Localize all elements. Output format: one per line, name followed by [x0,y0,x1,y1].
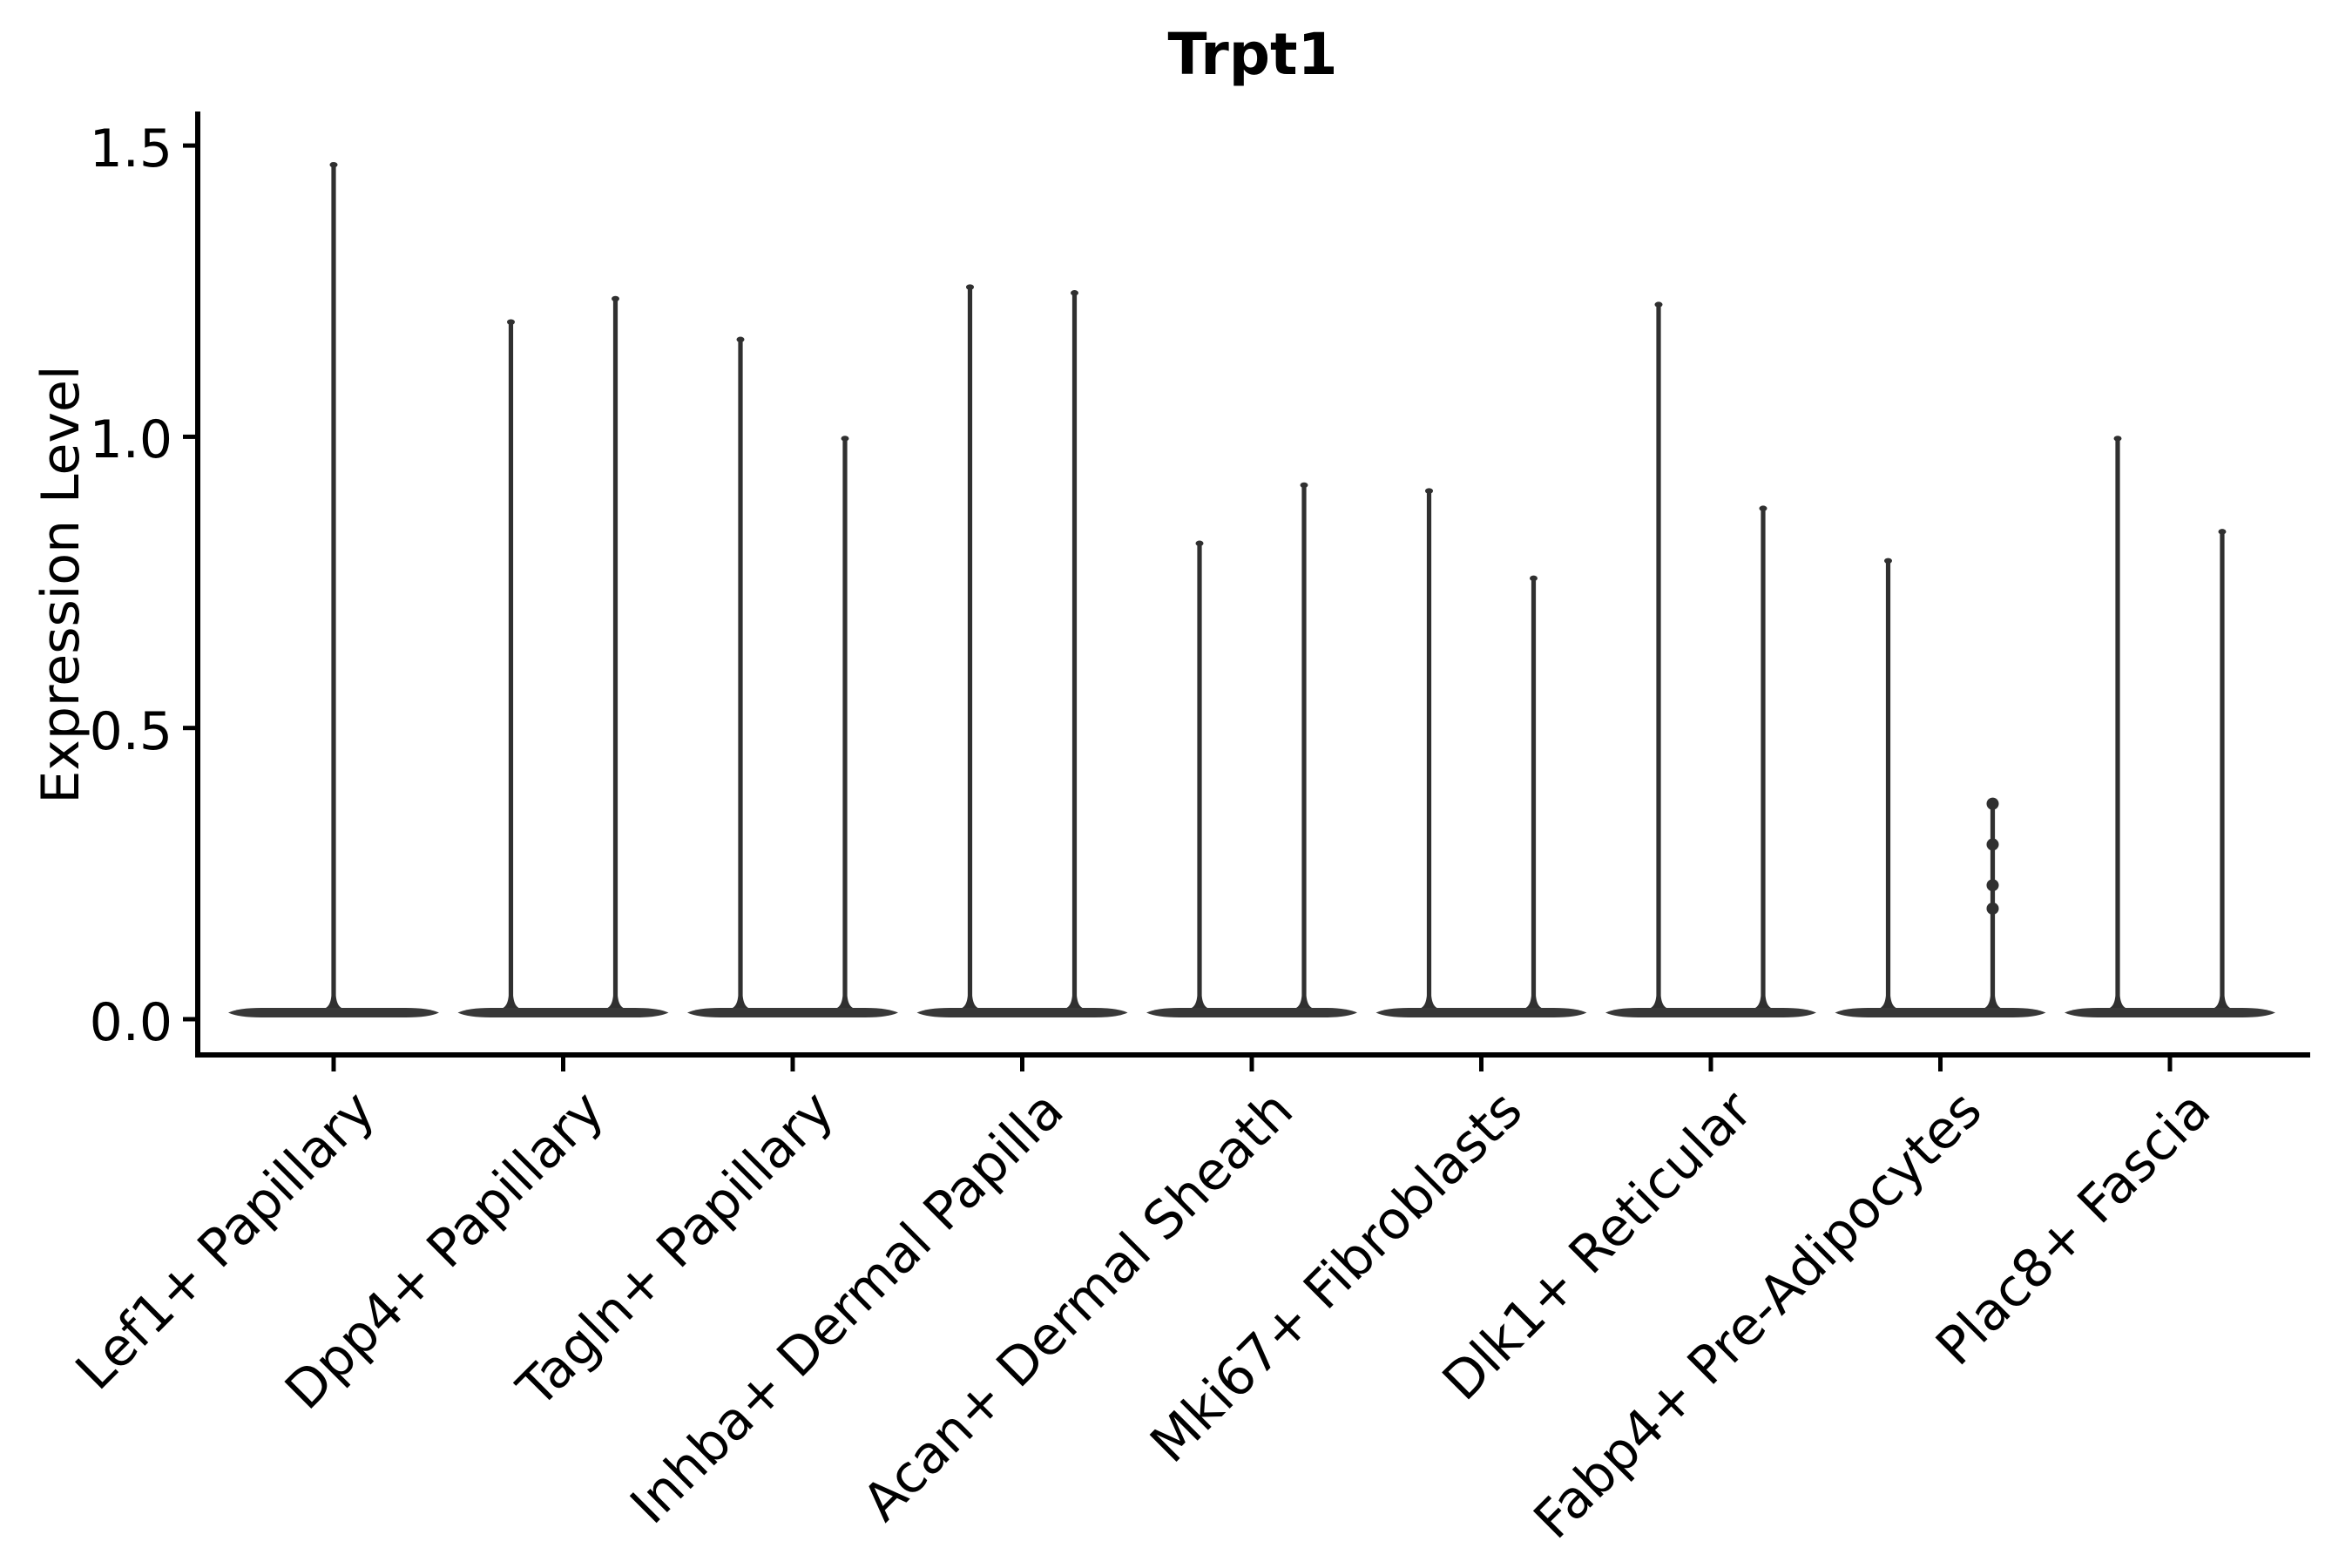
needle-cap [736,336,745,342]
violin-needle [2110,436,2126,1008]
needle-cap [1759,505,1767,511]
needle-cap [329,161,338,168]
needle-cap [1530,575,1538,582]
violin-needle [1066,291,1083,1008]
needle-cap [841,436,849,442]
violin-needle [326,163,341,1008]
needle-cap [1195,540,1204,546]
expression-dot [1986,879,1999,892]
needle-cap [2218,529,2227,535]
violin-needle [1296,483,1312,1008]
violin-needle [503,320,519,1008]
violin-base [1146,1008,1357,1017]
expression-dot [1986,838,1999,851]
y-tick-label: 1.0 [89,409,172,471]
violin-base [1605,1008,1816,1017]
needle-cap [1884,558,1892,564]
needle-cap [1425,488,1433,494]
needle-cap [1300,482,1308,489]
expression-dot [1986,797,1999,810]
violin-needle [1880,558,1896,1008]
violin-needle [1421,489,1437,1008]
needle-cap [507,319,515,325]
violin-base [1835,1008,2046,1017]
y-tick-label: 0.0 [89,992,172,1053]
violin-needle [1525,576,1542,1008]
violin-base [1375,1008,1587,1017]
chart-title: Trpt1 [1167,21,1338,88]
needle-cap [1071,290,1078,296]
violin-needle [1755,506,1771,1008]
expression-dot [1986,902,1999,915]
violin-base [916,1008,1128,1017]
violin-base [687,1008,898,1017]
needle-cap [612,295,619,302]
violin-needle [2214,530,2230,1008]
violin-needle [733,337,748,1008]
violin-needle [1192,541,1207,1008]
violin-base [2065,1008,2275,1017]
needle-cap [966,284,974,290]
violin-needle [837,436,853,1008]
needle-cap [2113,436,2122,442]
y-tick-label: 0.5 [89,700,172,762]
violin-needle [607,296,624,1008]
violin-base [228,1008,439,1017]
violin-base [457,1008,669,1017]
needle-cap [1654,301,1663,308]
y-tick-label: 1.5 [89,118,172,180]
violin-needle [1651,302,1666,1008]
violin-needle [962,285,978,1009]
